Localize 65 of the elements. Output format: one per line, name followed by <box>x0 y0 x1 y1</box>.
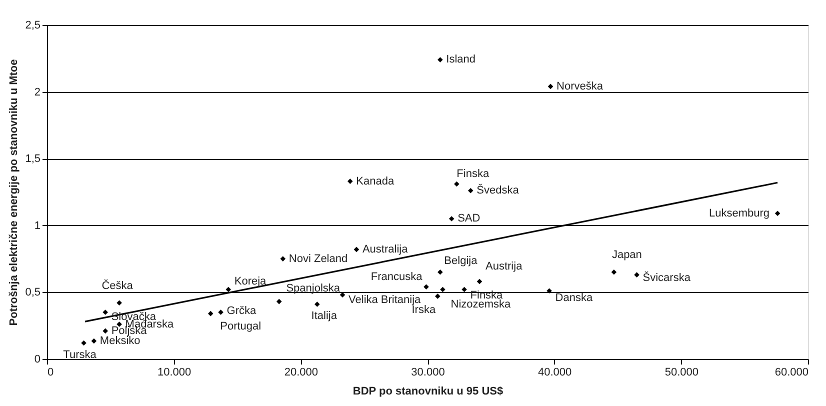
annotation: Turska <box>63 348 98 361</box>
annotation: Danska <box>555 292 594 304</box>
point <box>276 298 282 304</box>
annotation: Italija <box>311 310 338 322</box>
point <box>314 302 320 307</box>
annotation: Češka <box>102 278 134 292</box>
y-tick-label: 2,5 <box>25 20 40 32</box>
x-tick-label: 50.000 <box>664 366 698 378</box>
y-tick-label: 1,5 <box>25 153 40 166</box>
x-tick-label: 40.000 <box>538 366 572 378</box>
annotation: Meksiko <box>100 334 140 347</box>
annotation: Švicarska <box>642 270 692 284</box>
point <box>102 310 108 315</box>
annotation: Velika Britanija <box>348 294 422 306</box>
point <box>347 178 353 184</box>
point <box>438 270 443 275</box>
point <box>116 300 122 306</box>
annotation: Grčka <box>226 305 257 318</box>
y-tick-label: 0 <box>34 354 40 366</box>
annotation: Australija <box>362 243 409 256</box>
annotation: Belgija <box>444 255 478 268</box>
point <box>354 246 360 252</box>
y-axis-title: Potrošnja električne energije po stanovniku u Mtoe <box>8 59 20 326</box>
y-tick-label: 0,5 <box>25 286 40 299</box>
point <box>424 284 429 290</box>
point <box>435 294 440 299</box>
point <box>438 57 443 62</box>
annotation: Luksemburg <box>709 207 770 220</box>
point <box>448 216 454 222</box>
x-tick-label: 0 <box>48 366 54 378</box>
annotation: Norveška <box>556 80 604 92</box>
annotation: Island <box>446 54 476 66</box>
point <box>634 272 640 278</box>
annotation: Švedska <box>476 184 520 197</box>
y-tick-label: 2 <box>34 86 40 98</box>
point <box>468 188 474 194</box>
x-tick-label: 10.000 <box>158 366 192 378</box>
point <box>218 310 224 315</box>
annotation: Kanada <box>356 175 395 188</box>
annotation: Austrija <box>486 260 524 273</box>
annotation: Spanjolska <box>286 282 341 295</box>
point <box>546 288 552 294</box>
annotation: Novi Zeland <box>288 252 348 265</box>
point <box>774 210 780 216</box>
point <box>226 286 232 292</box>
point <box>476 278 482 284</box>
annotation: Finska <box>456 168 490 180</box>
x-tick-label: 60.000 <box>774 366 808 378</box>
point <box>548 84 554 90</box>
annotation: SAD <box>458 212 480 225</box>
annotation: Irska <box>412 304 436 316</box>
point <box>280 256 286 262</box>
x-tick-label: 20.000 <box>284 366 318 378</box>
x-tick-label: 30.000 <box>411 366 445 378</box>
y-tick-label: 1 <box>34 220 40 232</box>
annotation: Koreja <box>234 276 268 288</box>
point <box>102 328 108 334</box>
annotation: Japan <box>612 249 642 262</box>
annotation: Francuska <box>370 270 424 283</box>
annotation: Nizozemska <box>450 298 512 311</box>
point <box>91 338 97 344</box>
point <box>208 310 214 316</box>
annotation: Portugal <box>220 320 262 333</box>
point <box>611 270 617 275</box>
x-axis-title: BDP po stanovniku u 95 US$ <box>352 386 504 398</box>
